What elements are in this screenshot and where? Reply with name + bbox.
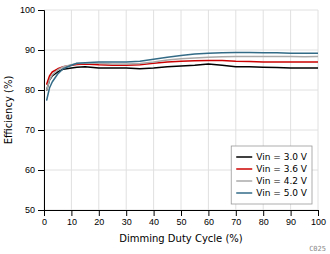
tick: 90: [25, 45, 44, 55]
tick: 0: [42, 210, 47, 227]
annotation: C025: [309, 245, 326, 253]
legend-entry: Vin = 5.0 V: [236, 188, 308, 198]
series-line: [47, 52, 318, 100]
tick-label: 10: [67, 217, 77, 227]
grid-line-x: [153, 10, 154, 210]
tick: 50: [176, 210, 186, 227]
tick-label: 100: [20, 5, 35, 15]
tick-mark: [236, 210, 237, 216]
tick-label: 20: [94, 217, 104, 227]
tick-label: 40: [149, 217, 159, 227]
tick-mark: [38, 50, 44, 51]
legend-swatch: [236, 192, 252, 194]
tick: 90: [286, 210, 296, 227]
tick: 70: [231, 210, 241, 227]
tick: 30: [122, 210, 132, 227]
grid-line-x: [126, 10, 127, 210]
legend-frame: [231, 146, 312, 204]
x-axis: 0 10 20 30 40 50 60 70 80 90 100: [42, 210, 326, 227]
legend-label: Vin = 3.0 V: [256, 152, 308, 162]
legend-entry: Vin = 3.0 V: [236, 152, 308, 162]
axis-line: [38, 11, 45, 211]
y-axis-title: Efficiency (%): [3, 76, 14, 145]
tick: 60: [25, 165, 44, 175]
grid-line-x: [71, 10, 72, 210]
tick: 80: [25, 85, 44, 95]
tick-label: 80: [25, 85, 35, 95]
tick-label: 70: [25, 125, 35, 135]
legend-entry: Vin = 3.6 V: [236, 164, 308, 174]
grid: [44, 10, 318, 210]
series-line: [47, 64, 318, 90]
tick: 20: [94, 210, 104, 227]
tick-label: 90: [286, 217, 296, 227]
grid-line-x: [98, 10, 99, 210]
x-axis-title: Dimming Duty Cycle (%): [119, 233, 243, 244]
axis-line: [45, 211, 319, 217]
legend-label: Vin = 3.6 V: [256, 164, 308, 174]
tick: 60: [204, 210, 214, 227]
tick-mark: [126, 210, 127, 216]
grid-line-y: [44, 90, 318, 91]
grid-line-y: [44, 10, 318, 11]
tick-label: 60: [25, 165, 35, 175]
tick-label: 50: [176, 217, 186, 227]
legend-swatch: [236, 180, 252, 182]
series-line: [47, 56, 318, 90]
legend: Vin = 3.0 V Vin = 3.6 V Vin = 4.2 V Vin = 5…: [231, 146, 312, 204]
grid-line-x: [181, 10, 182, 210]
legend-entry: Vin = 4.2 V: [236, 176, 308, 186]
tick-mark: [181, 210, 182, 216]
legend-swatch: [236, 156, 252, 158]
tick-label: 30: [122, 217, 132, 227]
tick-mark: [38, 90, 44, 91]
tick-mark: [38, 210, 44, 211]
grid-line-x: [208, 10, 209, 210]
grid-line-y: [44, 130, 318, 131]
tick: 70: [25, 125, 44, 135]
tick-label: 0: [42, 217, 47, 227]
legend-swatch: [236, 168, 252, 170]
plot: 0 10 20 30 40 50 60 70 80 90 100 50 60 70 80 90 100 Vin =…: [20, 5, 326, 227]
tick-mark: [99, 210, 100, 216]
tick-mark: [38, 130, 44, 131]
tick: 100: [20, 5, 44, 15]
tick-label: 80: [259, 217, 269, 227]
grid-line-x: [318, 10, 319, 210]
tick-label: 90: [25, 45, 35, 55]
tick: 80: [259, 210, 269, 227]
tick-mark: [38, 10, 44, 11]
tick: 10: [67, 210, 77, 227]
tick-mark: [208, 210, 209, 216]
tick: 40: [149, 210, 159, 227]
tick-mark: [38, 170, 44, 171]
tick-label: 60: [204, 217, 214, 227]
tick: 50: [25, 205, 44, 215]
lines: [47, 52, 318, 100]
grid-line-y: [44, 50, 318, 51]
tick-mark: [263, 210, 264, 216]
chart: 0 10 20 30 40 50 60 70 80 90 100 50 60 70 80 90 100 Vin =…: [0, 0, 330, 254]
tick-label: 50: [25, 205, 35, 215]
tick-label: 100: [311, 217, 326, 227]
tick-mark: [154, 210, 155, 216]
legend-label: Vin = 4.2 V: [256, 176, 308, 186]
y-axis: 50 60 70 80 90 100: [20, 5, 45, 215]
tick-label: 70: [231, 217, 241, 227]
tick-mark: [71, 210, 72, 216]
legend-label: Vin = 5.0 V: [256, 188, 308, 198]
tick: 100: [311, 210, 326, 227]
tick-mark: [291, 210, 292, 216]
tick-mark: [318, 210, 319, 216]
